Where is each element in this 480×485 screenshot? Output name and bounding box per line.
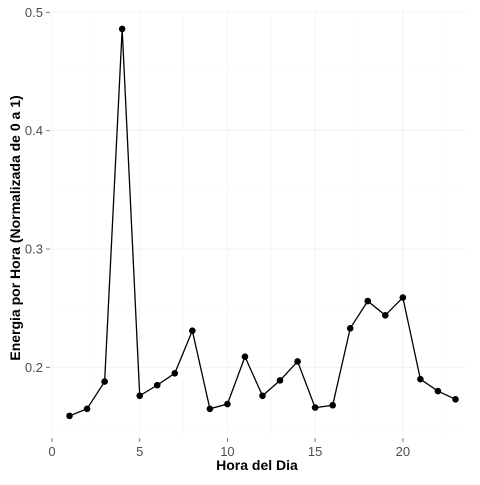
data-point bbox=[224, 400, 231, 408]
x-tick-label: 10 bbox=[220, 444, 234, 459]
y-tick-label: 0.5 bbox=[25, 5, 43, 20]
data-point bbox=[382, 312, 389, 319]
data-point bbox=[241, 353, 249, 361]
x-tick-label: 20 bbox=[396, 444, 410, 459]
data-point bbox=[329, 401, 336, 409]
data-point bbox=[189, 327, 196, 334]
data-point bbox=[83, 405, 91, 413]
data-point bbox=[311, 404, 319, 411]
axis-ticks bbox=[46, 11, 404, 442]
data-point bbox=[399, 294, 407, 301]
data-point bbox=[346, 325, 354, 332]
data-point bbox=[417, 375, 424, 383]
y-tick-label: 0.4 bbox=[25, 123, 43, 138]
y-tick-label: 0.2 bbox=[25, 360, 43, 375]
data-point bbox=[136, 392, 144, 400]
data-point bbox=[276, 377, 284, 384]
series-points bbox=[66, 25, 459, 420]
data-point bbox=[66, 412, 73, 420]
series-line-layer bbox=[69, 28, 456, 417]
y-tick-label: 0.3 bbox=[25, 242, 43, 257]
data-point bbox=[434, 387, 442, 395]
data-point bbox=[294, 358, 301, 365]
data-point bbox=[101, 378, 108, 385]
data-point bbox=[171, 369, 179, 377]
x-tick-label: 0 bbox=[48, 444, 55, 459]
data-point bbox=[364, 297, 372, 305]
tick-labels: 0 5 10 15 20 0.2 0.3 0.4 0.5 bbox=[25, 5, 410, 459]
grid bbox=[51, 10, 466, 436]
series-line bbox=[69, 28, 456, 417]
data-point bbox=[118, 25, 126, 33]
x-axis-title: Hora del Dia bbox=[216, 457, 298, 473]
data-point bbox=[259, 392, 266, 400]
x-tick-label: 5 bbox=[136, 444, 143, 459]
y-axis-title: Energia por Hora (Normalizada de 0 a 1) bbox=[7, 95, 23, 360]
data-point bbox=[153, 381, 161, 389]
data-point bbox=[452, 396, 459, 403]
data-point bbox=[206, 405, 214, 413]
x-tick-label: 15 bbox=[308, 444, 322, 459]
